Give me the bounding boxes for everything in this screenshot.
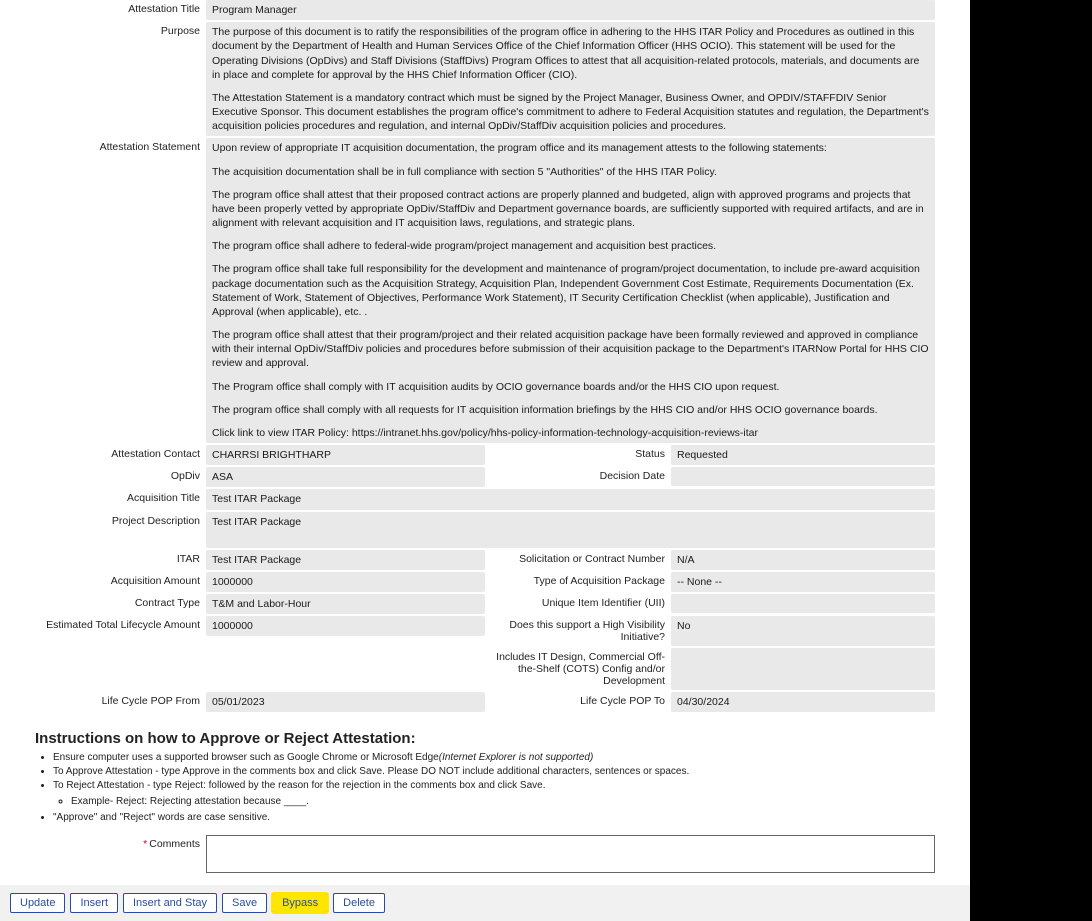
value-pop-to: 04/30/2024: [671, 692, 935, 712]
instr-4: "Approve" and "Reject" words are case se…: [53, 811, 950, 825]
as-p9: Click link to view ITAR Policy: https://…: [212, 426, 929, 440]
label-opdiv: OpDiv: [35, 467, 206, 487]
instructions-section: Instructions on how to Approve or Reject…: [0, 714, 970, 832]
as-p7: The Program office shall comply with IT …: [212, 380, 929, 394]
label-attestation-contact: Attestation Contact: [35, 445, 206, 465]
as-p4: The program office shall adhere to feder…: [212, 239, 929, 253]
purpose-p1: The purpose of this document is to ratif…: [212, 25, 929, 82]
value-uii: [671, 594, 935, 613]
row-acq-title: Acquisition Title Test ITAR Package: [35, 489, 935, 509]
value-acq-title: Test ITAR Package: [206, 489, 935, 509]
label-est-total: Estimated Total Lifecycle Amount: [35, 616, 206, 636]
label-decision-date: Decision Date: [485, 467, 671, 486]
label-attestation-title: Attestation Title: [35, 0, 206, 18]
row-amount-pkgtype: Acquisition Amount 1000000 Type of Acqui…: [35, 572, 935, 592]
insert-button[interactable]: Insert: [70, 893, 118, 913]
label-blank: [35, 648, 206, 654]
value-attestation-title: Program Manager: [206, 0, 935, 20]
insert-stay-button[interactable]: Insert and Stay: [123, 893, 217, 913]
value-solicitation: N/A: [671, 550, 935, 570]
as-p1: Upon review of appropriate IT acquisitio…: [212, 141, 929, 155]
delete-button[interactable]: Delete: [333, 893, 385, 913]
value-contract-type: T&M and Labor-Hour: [206, 594, 485, 614]
row-comments: *Comments: [0, 832, 970, 885]
label-pop-from: Life Cycle POP From: [35, 692, 206, 712]
instr-2: To Approve Attestation - type Approve in…: [53, 765, 950, 779]
required-asterisk: *: [143, 838, 147, 850]
label-comments: *Comments: [35, 835, 206, 853]
label-acq-amount: Acquisition Amount: [35, 572, 206, 592]
row-itar-solicitation: ITAR Test ITAR Package Solicitation or C…: [35, 550, 935, 570]
value-decision-date: [671, 467, 935, 486]
label-acq-title: Acquisition Title: [35, 489, 206, 507]
value-pop-from: 05/01/2023: [206, 692, 485, 712]
row-contract-uii: Contract Type T&M and Labor-Hour Unique …: [35, 594, 935, 614]
row-includes-it: Includes IT Design, Commercial Off-the-S…: [35, 648, 935, 690]
as-p8: The program office shall comply with all…: [212, 403, 929, 417]
value-opdiv: ASA: [206, 467, 485, 487]
label-project-description: Project Description: [35, 512, 206, 530]
instructions-list: Ensure computer uses a supported browser…: [53, 751, 950, 825]
value-est-total: 1000000: [206, 616, 485, 636]
row-pop: Life Cycle POP From 05/01/2023 Life Cycl…: [35, 692, 935, 712]
label-purpose: Purpose: [35, 22, 206, 40]
button-bar: Update Insert Insert and Stay Save Bypas…: [0, 885, 970, 921]
value-attestation-contact: CHARRSI BRIGHTHARP: [206, 445, 485, 465]
instr-3a: Example- Reject: Rejecting attestation b…: [71, 795, 950, 809]
value-pkg-type: -- None --: [671, 572, 935, 592]
row-contact-status: Attestation Contact CHARRSI BRIGHTHARP S…: [35, 445, 935, 465]
bypass-button[interactable]: Bypass: [272, 893, 328, 913]
value-itar: Test ITAR Package: [206, 550, 485, 570]
instructions-heading: Instructions on how to Approve or Reject…: [35, 730, 950, 747]
instr-1: Ensure computer uses a supported browser…: [53, 751, 950, 765]
value-status: Requested: [671, 445, 935, 465]
value-purpose: The purpose of this document is to ratif…: [206, 22, 935, 136]
as-p6: The program office shall attest that the…: [212, 328, 929, 371]
label-pop-to: Life Cycle POP To: [485, 692, 671, 712]
as-p2: The acquisition documentation shall be i…: [212, 165, 929, 179]
label-attestation-statement: Attestation Statement: [35, 138, 206, 156]
label-uii: Unique Item Identifier (UII): [485, 594, 671, 613]
value-attestation-statement: Upon review of appropriate IT acquisitio…: [206, 138, 935, 443]
form-page: Attestation Title Program Manager Purpos…: [0, 0, 970, 921]
label-solicitation: Solicitation or Contract Number: [485, 550, 671, 570]
value-project-description: Test ITAR Package: [206, 512, 935, 548]
label-high-vis: Does this support a High Visibility Init…: [485, 616, 671, 646]
value-high-vis: No: [671, 616, 935, 646]
update-button[interactable]: Update: [10, 893, 65, 913]
label-pkg-type: Type of Acquisition Package: [485, 572, 671, 592]
comments-input[interactable]: [206, 835, 935, 873]
label-itar: ITAR: [35, 550, 206, 570]
row-est-highvis: Estimated Total Lifecycle Amount 1000000…: [35, 616, 935, 646]
row-opdiv-decision: OpDiv ASA Decision Date: [35, 467, 935, 487]
as-p5: The program office shall take full respo…: [212, 262, 929, 319]
form-area: Attestation Title Program Manager Purpos…: [0, 0, 970, 712]
value-includes-it: [671, 648, 935, 690]
row-attestation-statement: Attestation Statement Upon review of app…: [35, 138, 935, 443]
row-project-description: Project Description Test ITAR Package: [35, 512, 935, 548]
empty-cell: [206, 648, 485, 654]
as-p3: The program office shall attest that the…: [212, 188, 929, 231]
row-purpose: Purpose The purpose of this document is …: [35, 22, 935, 136]
label-status: Status: [485, 445, 671, 465]
value-acq-amount: 1000000: [206, 572, 485, 592]
instr-3: To Reject Attestation - type Reject: fol…: [53, 779, 950, 809]
save-button[interactable]: Save: [222, 893, 267, 913]
label-includes-it: Includes IT Design, Commercial Off-the-S…: [485, 648, 671, 690]
purpose-p2: The Attestation Statement is a mandatory…: [212, 91, 929, 134]
label-contract-type: Contract Type: [35, 594, 206, 614]
row-attestation-title: Attestation Title Program Manager: [35, 0, 935, 20]
